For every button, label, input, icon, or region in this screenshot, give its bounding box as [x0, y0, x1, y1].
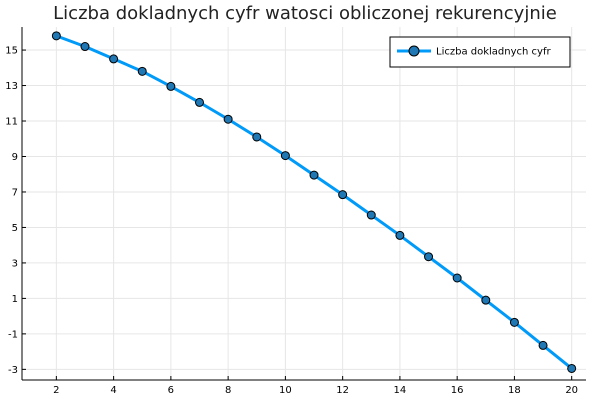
x-tick-label: 20	[565, 385, 578, 396]
y-tick-label: -1	[8, 329, 18, 340]
data-point	[338, 190, 348, 200]
x-tick-label: 12	[336, 385, 349, 396]
y-tick-label: 1	[12, 294, 18, 305]
data-point	[166, 81, 176, 91]
data-point	[109, 54, 119, 64]
y-tick-label: 7	[12, 187, 18, 198]
y-tick-label: 9	[12, 152, 18, 163]
x-tick-label: 8	[225, 385, 231, 396]
data-point	[481, 295, 491, 305]
x-tick-label: 10	[279, 385, 292, 396]
y-tick-label: 15	[5, 46, 18, 57]
data-point	[452, 273, 462, 283]
y-tick-label: -3	[8, 365, 18, 376]
data-point	[280, 151, 290, 161]
y-tick-label: 13	[5, 81, 18, 92]
data-point	[223, 114, 233, 124]
data-point	[195, 97, 205, 107]
data-point	[509, 317, 519, 327]
legend: Liczba dokladnych cyfr	[389, 36, 571, 68]
x-tick-label: 14	[394, 385, 407, 396]
axes	[21, 27, 586, 381]
y-tick-label: 3	[12, 258, 18, 269]
data-point	[80, 42, 90, 52]
grid	[22, 27, 586, 380]
data-point	[309, 170, 319, 180]
x-tick-label: 6	[168, 385, 174, 396]
data-point	[51, 31, 61, 41]
y-tick-label: 11	[5, 117, 18, 128]
chart-title: Liczba dokladnych cyfr watosci obliczone…	[53, 3, 557, 24]
data-point	[137, 66, 147, 76]
data-point	[366, 210, 376, 220]
data-point	[567, 363, 577, 373]
data-point	[252, 132, 262, 142]
x-tick-label: 18	[508, 385, 521, 396]
x-tick-label: 16	[451, 385, 464, 396]
data-point	[424, 252, 434, 262]
series-layer	[51, 31, 577, 373]
x-tick-label: 4	[110, 385, 116, 396]
legend-label: Liczba dokladnych cyfr	[436, 47, 551, 58]
data-point	[395, 230, 405, 240]
data-point	[538, 340, 548, 350]
y-tick-label: 5	[12, 223, 18, 234]
x-tick-label: 2	[53, 385, 59, 396]
legend-marker	[408, 45, 420, 57]
